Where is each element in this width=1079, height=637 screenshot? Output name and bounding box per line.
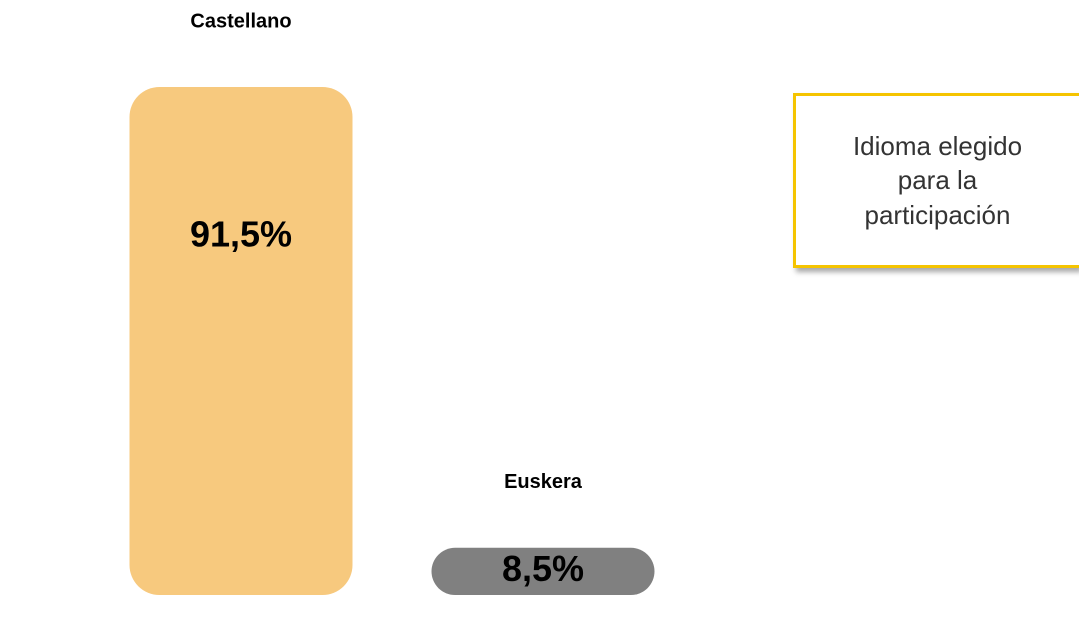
category-label: Castellano [190, 10, 291, 32]
value-label: 91,5% [190, 214, 292, 255]
value-label: 8,5% [502, 548, 584, 589]
category-label: Euskera [504, 471, 583, 493]
bar [431, 547, 655, 595]
bar [129, 87, 353, 595]
annotation: Idioma elegido para la participación [793, 93, 1079, 268]
